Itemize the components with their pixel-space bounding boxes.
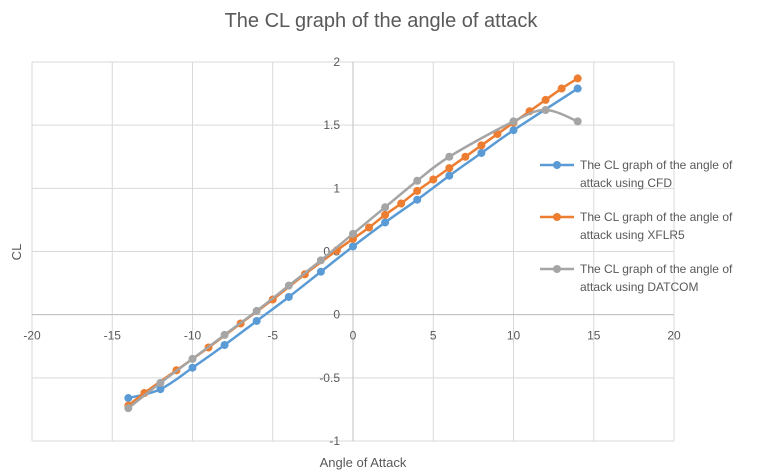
- legend-label: The CL graph of the angle of: [580, 210, 733, 224]
- series-line: [127, 108, 579, 410]
- series-0: [124, 84, 582, 403]
- legend-item-1: The CL graph of the angle of attack using…: [540, 210, 733, 242]
- legend-label: attack using CFD: [580, 176, 672, 190]
- data-point: [509, 117, 518, 126]
- x-tick-label: -15: [104, 329, 122, 343]
- x-tick-label: 0: [350, 329, 357, 343]
- chart-title: The CL graph of the angle of attack: [225, 10, 539, 32]
- x-tick-label: 20: [667, 329, 681, 343]
- y-axis-title: CL: [9, 244, 24, 261]
- data-point: [284, 281, 293, 290]
- data-point: [397, 199, 406, 208]
- legend-item-2: The CL graph of the angle of attack using…: [540, 262, 733, 294]
- legend-marker: [553, 213, 561, 221]
- legend-marker: [553, 265, 561, 273]
- data-point: [509, 126, 518, 135]
- data-point: [349, 229, 357, 238]
- data-point: [381, 218, 390, 227]
- data-point: [124, 404, 133, 413]
- data-point: [445, 164, 454, 173]
- data-point: [316, 267, 325, 276]
- legend-label: The CL graph of the angle of: [580, 158, 733, 172]
- series-2: [124, 106, 582, 413]
- y-tick-label: 2: [333, 55, 340, 69]
- data-point: [573, 74, 582, 83]
- data-point: [188, 354, 197, 363]
- data-point: [252, 306, 261, 315]
- data-point: [493, 130, 502, 139]
- data-point: [365, 223, 374, 232]
- data-point: [445, 171, 454, 180]
- data-point: [413, 176, 422, 185]
- data-point: [156, 385, 165, 394]
- data-point: [541, 106, 550, 115]
- data-point: [477, 148, 486, 157]
- tick-labels: -20 -15 -10 -5 0 5 10 15 20-1-0.500.511.52: [23, 55, 681, 448]
- data-point: [477, 141, 486, 150]
- data-point: [429, 175, 438, 184]
- legend-label: The CL graph of the angle of: [580, 262, 733, 276]
- x-axis-title: Angle of Attack: [320, 455, 407, 470]
- data-point: [573, 117, 582, 126]
- legend-marker: [553, 161, 561, 169]
- data-point: [413, 195, 422, 204]
- data-point: [573, 84, 582, 93]
- data-point: [220, 330, 229, 339]
- x-tick-label: -20: [23, 329, 41, 343]
- data-point: [413, 186, 422, 195]
- series-group: [124, 74, 582, 413]
- legend-label: attack using XFLR5: [580, 228, 685, 242]
- data-point: [220, 340, 229, 349]
- legend: The CL graph of the angle of attack using…: [540, 158, 733, 294]
- legend-label: attack using DATCOM: [580, 280, 698, 294]
- x-tick-label: 10: [507, 329, 521, 343]
- data-point: [381, 203, 390, 212]
- data-point: [124, 394, 133, 403]
- data-point: [349, 242, 357, 251]
- y-tick-label: -1: [329, 434, 340, 448]
- axes: [32, 62, 674, 441]
- data-point: [252, 316, 261, 325]
- data-point: [557, 84, 566, 93]
- x-tick-label: -5: [267, 329, 278, 343]
- data-point: [461, 152, 470, 161]
- data-point: [541, 95, 550, 104]
- y-tick-label: 1: [333, 181, 340, 195]
- data-point: [445, 152, 454, 161]
- data-point: [284, 292, 293, 301]
- y-tick-label: -0.5: [319, 371, 340, 385]
- data-point: [316, 256, 325, 265]
- y-tick-label: 0: [333, 308, 340, 322]
- y-tick-label: 1.5: [323, 118, 340, 132]
- x-tick-label: 5: [430, 329, 437, 343]
- legend-item-0: The CL graph of the angle of attack using…: [540, 158, 733, 190]
- data-point: [188, 363, 197, 372]
- x-tick-label: -10: [184, 329, 202, 343]
- data-point: [381, 210, 390, 219]
- data-point: [156, 378, 165, 387]
- x-tick-label: 15: [587, 329, 601, 343]
